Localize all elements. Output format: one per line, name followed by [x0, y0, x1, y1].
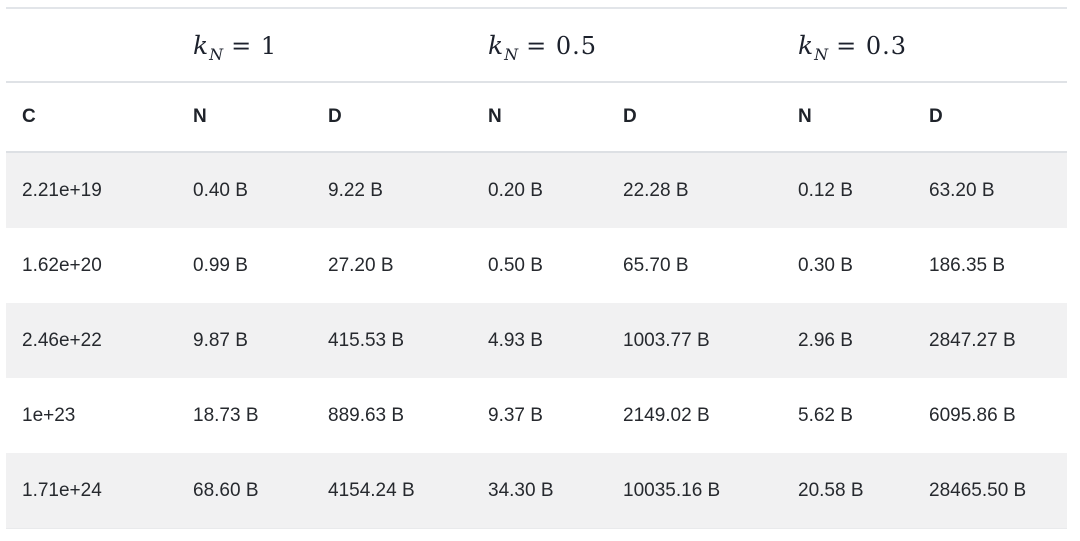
cell: 2847.27 B — [929, 329, 1016, 351]
table-row: 1e+23 18.73 B 889.63 B 9.37 B 2149.02 B … — [6, 378, 1067, 453]
table-row: 2.46e+22 9.87 B 415.53 B 4.93 B 1003.77 … — [6, 303, 1068, 378]
math-variable: k — [193, 30, 209, 60]
cell: 0.99 B — [193, 254, 248, 276]
column-header-n1: N — [177, 82, 312, 153]
math-value: = 1 — [231, 31, 278, 60]
math-variable: k — [798, 30, 814, 60]
cell: 0.20 B — [488, 179, 543, 201]
cell: 0.30 B — [798, 254, 853, 276]
cell: 22.28 B — [623, 179, 689, 201]
cell: 1003.77 B — [623, 329, 710, 351]
cell: 889.63 B — [328, 404, 405, 426]
cell: 34.30 B — [472, 453, 608, 529]
cell: 5.62 B — [798, 404, 853, 426]
math-expression: kN = 0.3 — [798, 31, 907, 64]
cell: 18.73 B — [193, 404, 259, 426]
group-header-kn-1: kN = 1 — [177, 8, 473, 83]
column-header-row: C N D N D N D — [6, 82, 1068, 153]
cell: 1.62e+20 — [22, 254, 102, 276]
group-header-empty — [6, 8, 177, 83]
cell: 2.21e+19 — [22, 179, 102, 201]
cell: 10035.16 B — [607, 453, 783, 529]
cell: 1e+23 — [22, 404, 76, 426]
math-expression: kN = 1 — [193, 31, 277, 64]
cell: 20.58 B — [782, 453, 914, 529]
cell: 6095.86 B — [929, 404, 1016, 426]
cell: 9.37 B — [488, 404, 543, 426]
group-header-kn-03: kN = 0.3 — [782, 8, 1068, 83]
column-header-n3: N — [782, 82, 914, 153]
cell: 186.35 B — [929, 254, 1006, 276]
column-header-n2: N — [472, 82, 608, 153]
math-value: = 0.5 — [526, 31, 598, 60]
math-value: = 0.3 — [836, 31, 908, 60]
cell: 65.70 B — [623, 254, 689, 276]
cell: 63.20 B — [929, 179, 995, 201]
table-row: 1.71e+24 68.60 B 4154.24 B 34.30 B 10035… — [6, 453, 1068, 529]
cell: 9.22 B — [328, 179, 383, 201]
cell: 2149.02 B — [623, 404, 710, 426]
math-subscript: N — [814, 44, 829, 64]
group-header-kn-05: kN = 0.5 — [472, 8, 783, 83]
cell: 27.20 B — [328, 254, 394, 276]
table-row: 2.21e+19 0.40 B 9.22 B 0.20 B 22.28 B 0.… — [6, 152, 1068, 228]
column-header-c: C — [6, 82, 177, 153]
column-header-d2: D — [607, 82, 783, 153]
table-container: kN = 1 kN = 0.5 kN = 0.3 C N D N D N — [6, 7, 1068, 529]
cell: 9.87 B — [193, 329, 248, 351]
cell: 0.40 B — [193, 179, 248, 201]
cell: 0.50 B — [488, 254, 543, 276]
cell: 4.93 B — [488, 329, 543, 351]
math-expression: kN = 0.5 — [488, 31, 597, 64]
math-subscript: N — [504, 44, 519, 64]
cell: 2.96 B — [798, 329, 853, 351]
cell: 1.71e+24 — [6, 453, 177, 529]
cell: 4154.24 B — [312, 453, 473, 529]
cell: 2.46e+22 — [22, 329, 102, 351]
cell: 28465.50 B — [913, 453, 1068, 529]
cell: 415.53 B — [328, 329, 405, 351]
cell: 0.12 B — [798, 179, 853, 201]
scaling-results-table: kN = 1 kN = 0.5 kN = 0.3 C N D N D N — [6, 7, 1068, 529]
math-variable: k — [488, 30, 504, 60]
table-row: 1.62e+20 0.99 B 27.20 B 0.50 B 65.70 B 0… — [6, 228, 1067, 303]
math-subscript: N — [209, 44, 224, 64]
column-header-d1: D — [312, 82, 473, 153]
column-header-d3: D — [913, 82, 1068, 153]
group-header-row: kN = 1 kN = 0.5 kN = 0.3 — [6, 8, 1068, 83]
cell: 68.60 B — [177, 453, 312, 529]
